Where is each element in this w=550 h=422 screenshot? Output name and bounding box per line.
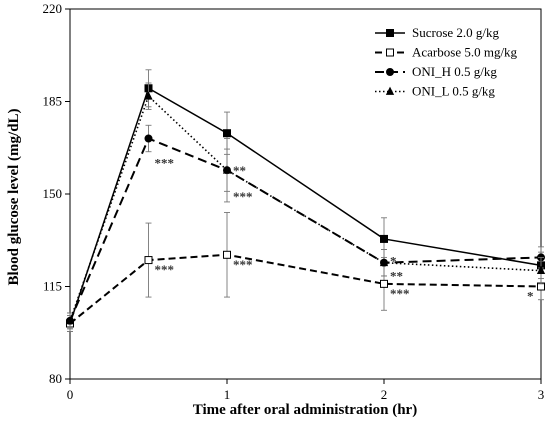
series-line — [69, 87, 542, 324]
x-tick-label: 3 — [538, 387, 545, 402]
x-axis-title: Time after oral administration (hr) — [193, 402, 417, 418]
x-tick-label: 2 — [381, 387, 388, 402]
y-tick-label: 185 — [43, 94, 63, 109]
legend-marker — [386, 29, 394, 37]
data-point — [144, 256, 153, 265]
data-point — [223, 250, 231, 259]
series-3: ******* — [66, 124, 545, 330]
y-tick-label: 220 — [43, 1, 63, 16]
x-tick-label: 0 — [67, 387, 74, 402]
series-4: **** — [65, 82, 546, 330]
data-point — [222, 165, 232, 174]
y-tick-label: 115 — [43, 279, 62, 294]
legend-item: Sucrose 2.0 g/kg — [375, 25, 500, 40]
significance-label: * — [390, 254, 397, 269]
legend-item: ONI_H 0.5 g/kg — [375, 64, 497, 79]
significance-label: ** — [390, 269, 403, 284]
legend-label: Sucrose 2.0 g/kg — [412, 25, 500, 40]
y-axis-title: Blood glucose level (mg/dL) — [6, 108, 22, 285]
legend: Sucrose 2.0 g/kg Acarbose 5.0 mg/kg ONI_H … — [375, 25, 518, 99]
series-1 — [66, 69, 545, 332]
legend-marker — [385, 86, 395, 95]
data-point — [144, 91, 153, 100]
legend-item: Acarbose 5.0 mg/kg — [375, 45, 518, 60]
significance-label: *** — [155, 262, 175, 277]
legend-item: ONI_L 0.5 g/kg — [375, 84, 495, 99]
data-point — [223, 129, 231, 138]
y-tick-label: 150 — [43, 186, 63, 201]
data-point — [380, 279, 388, 288]
data-point — [536, 265, 546, 275]
significance-label: *** — [390, 286, 410, 301]
data-point — [379, 257, 389, 267]
legend-label: ONI_H 0.5 g/kg — [412, 64, 497, 79]
significance-label: *** — [155, 156, 175, 171]
significance-label: *** — [233, 189, 253, 204]
series-line — [69, 253, 542, 325]
significance-label: * — [527, 289, 534, 304]
data-point — [65, 315, 75, 325]
series-2: *** ****** * — [66, 212, 545, 332]
y-tick-label: 80 — [49, 371, 62, 386]
significance-label: ** — [233, 163, 246, 178]
data-point — [380, 234, 388, 243]
legend-marker — [386, 48, 394, 57]
x-tick-label: 1 — [224, 387, 231, 402]
data-point — [144, 134, 153, 143]
legend-label: ONI_L 0.5 g/kg — [412, 84, 495, 99]
legend-label: Acarbose 5.0 mg/kg — [412, 45, 518, 60]
series-line — [69, 94, 542, 322]
series-line — [69, 137, 542, 322]
legend-marker — [386, 68, 394, 76]
significance-label: *** — [233, 257, 253, 272]
